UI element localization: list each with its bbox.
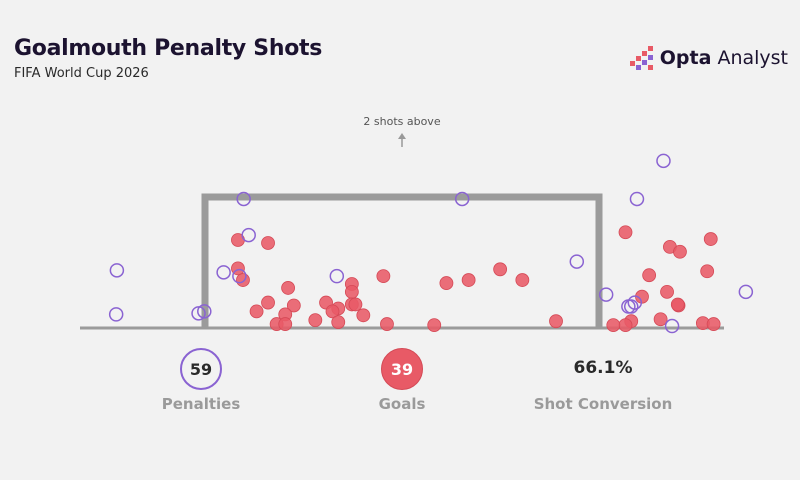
miss-point <box>569 254 585 269</box>
penalties-badge: 59 <box>180 348 222 390</box>
goal-point <box>236 273 250 287</box>
goal-point <box>249 304 264 319</box>
brand-logo: Opta Analyst <box>628 46 788 70</box>
goal-point <box>325 304 340 319</box>
penalties-label: Penalties <box>161 395 241 413</box>
miss-point <box>656 153 671 169</box>
goals-label: Goals <box>378 395 426 413</box>
goal-point <box>331 315 346 330</box>
goal-point <box>700 264 715 279</box>
goal-point <box>344 284 359 299</box>
chart-title: Goalmouth Penalty Shots <box>14 36 323 61</box>
goal-point <box>673 244 687 259</box>
penalties-value: 59 <box>189 359 213 379</box>
goal-point <box>706 317 721 331</box>
conversion-label: Shot Conversion <box>533 395 673 413</box>
goal-point <box>380 317 394 331</box>
miss-point <box>738 284 754 300</box>
opta-mark-icon <box>629 46 653 70</box>
miss-point <box>191 306 206 321</box>
goal-point <box>278 317 293 331</box>
miss-point <box>109 263 125 278</box>
goal-point <box>261 295 275 310</box>
conversion-value: 66.1% <box>573 358 633 378</box>
miss-point <box>454 191 470 207</box>
miss-point <box>241 227 256 243</box>
goal-point <box>356 308 371 323</box>
miss-point <box>664 318 680 334</box>
goal-point <box>376 269 391 284</box>
goal-point <box>670 297 685 312</box>
goal-point <box>281 281 295 295</box>
miss-point <box>197 304 212 319</box>
goal-point <box>653 312 668 327</box>
annotation-text: 2 shots above <box>363 115 440 128</box>
chart-subtitle: FIFA World Cup 2026 <box>14 66 149 81</box>
goal-frame <box>80 193 724 330</box>
goal-point <box>660 284 674 299</box>
goal-point <box>261 236 275 250</box>
goal-point <box>286 298 301 313</box>
goal-point <box>549 314 563 329</box>
goal-point <box>308 313 323 328</box>
goal-point <box>461 273 476 287</box>
goal-point <box>618 318 633 333</box>
annotation-arrow-head <box>398 133 406 139</box>
annotation-layer: 2 shots above <box>363 115 441 147</box>
goal-posts-crossbar <box>201 193 603 328</box>
brand-name: Opta Analyst <box>659 47 788 69</box>
miss-point <box>627 295 643 310</box>
goal-point <box>427 318 442 333</box>
miss-point <box>108 307 124 322</box>
miss-point <box>623 299 639 314</box>
goal-point <box>493 262 508 277</box>
goal-point <box>515 273 530 287</box>
miss-point <box>232 268 247 284</box>
goal-point <box>642 268 657 283</box>
goal-point <box>703 232 718 246</box>
shots-layer <box>108 153 754 334</box>
goal-point <box>439 276 454 290</box>
miss-point <box>329 268 345 284</box>
goals-value: 39 <box>390 359 414 379</box>
goal-point <box>348 297 363 312</box>
goals-badge: 39 <box>381 348 423 390</box>
miss-point <box>216 265 231 280</box>
goal-point <box>618 225 633 240</box>
goal-point <box>606 318 621 333</box>
miss-point <box>598 287 614 302</box>
miss-point <box>236 191 251 207</box>
miss-point <box>629 191 645 207</box>
